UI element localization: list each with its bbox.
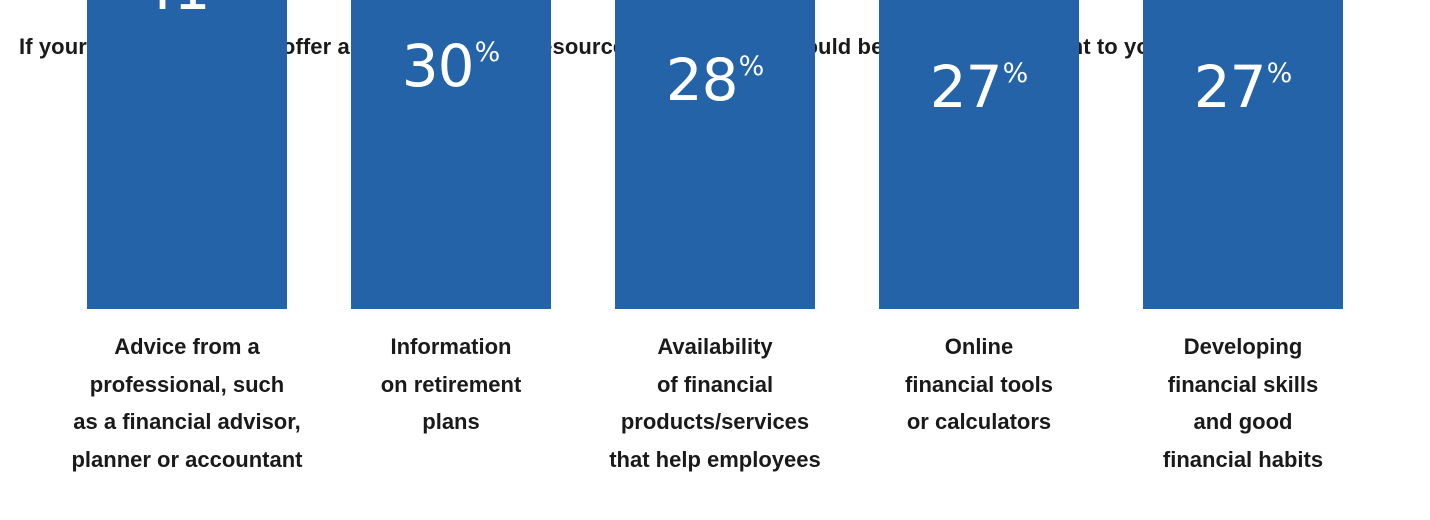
bar: 27%: [879, 0, 1079, 309]
data-label-value: 41: [138, 0, 211, 18]
bar-column: 28% Availability of financial products/se…: [583, 0, 847, 520]
data-label: 27%: [930, 58, 1028, 116]
data-label-value: 27: [929, 52, 1003, 121]
bar: 27%: [1143, 0, 1343, 309]
category-label: Online financial tools or calculators: [905, 334, 1053, 434]
bar-column: 30% Information on retirement plans: [319, 0, 583, 520]
data-label: 41%: [138, 0, 236, 18]
data-label-value: 28: [665, 45, 739, 114]
data-label: 27%: [1194, 58, 1292, 116]
bar: 30%: [351, 0, 551, 309]
data-label-value: 27: [1193, 52, 1267, 121]
bar-column: 41% Advice from a professional, such as a…: [55, 0, 319, 520]
data-label-unit: %: [1266, 57, 1293, 89]
category-label: Availability of financial products/servi…: [609, 334, 821, 472]
bar: 41%: [87, 0, 287, 309]
bar-column: 27% Online financial tools or calculators: [847, 0, 1111, 520]
data-label: 30%: [402, 37, 500, 95]
bar: 28%: [615, 0, 815, 309]
data-label-unit: %: [738, 50, 765, 82]
data-label-value: 30: [401, 31, 475, 100]
category-label: Developing financial skills and good fin…: [1162, 334, 1324, 472]
data-label: 28%: [666, 51, 764, 109]
data-label-unit: %: [1002, 57, 1029, 89]
category-label: Information on retirement plans: [380, 334, 522, 434]
category-label: Advice from a professional, such as a fi…: [71, 334, 303, 472]
bar-column: 27% Developing financial skills and good …: [1111, 0, 1375, 520]
data-label-unit: %: [474, 36, 501, 68]
